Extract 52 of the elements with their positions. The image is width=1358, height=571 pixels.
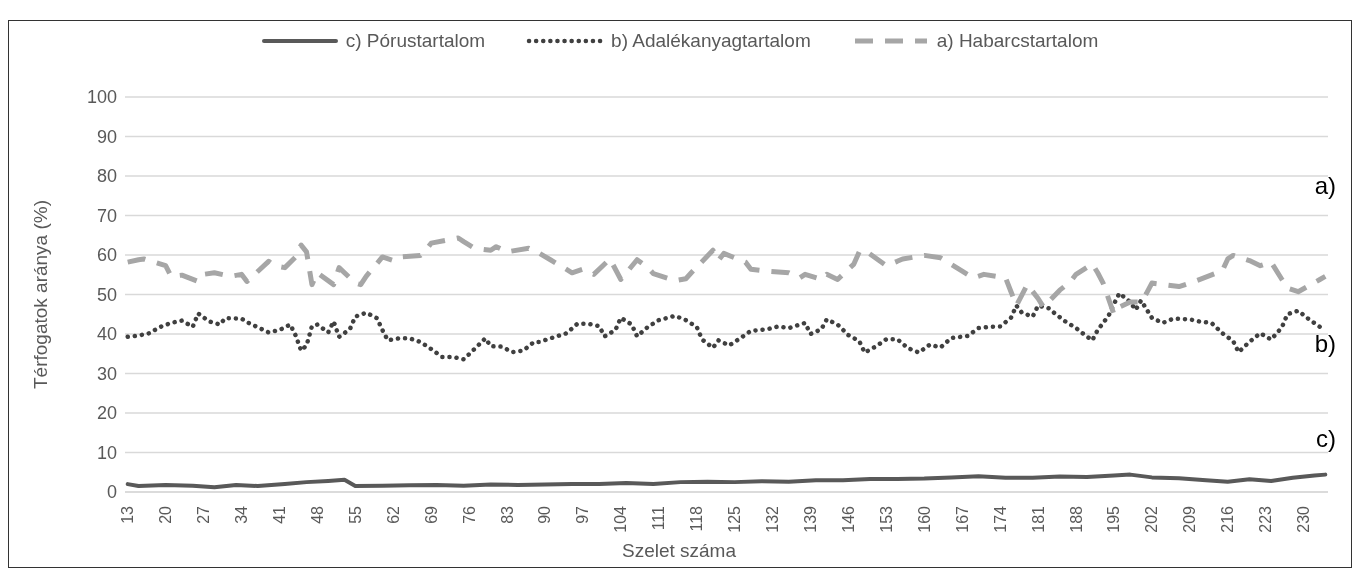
x-tick-label: 111 <box>650 505 668 531</box>
x-tick-label: 132 <box>764 505 782 533</box>
x-tick-label: 202 <box>1143 505 1161 533</box>
y-tick-label: 10 <box>96 442 117 463</box>
legend-label: a) Habarcstartalom <box>936 30 1099 52</box>
x-tick-label: 83 <box>498 505 516 524</box>
line-series <box>125 472 1328 490</box>
annotation: a) <box>1314 172 1336 200</box>
y-tick-label: 30 <box>96 363 117 384</box>
legend-label: b) Adalékanyagtartalom <box>611 30 811 52</box>
x-tick-label: 216 <box>1219 505 1237 533</box>
x-axis-title: Szelet száma <box>620 540 737 562</box>
x-tick-label: 160 <box>915 505 933 533</box>
x-tick-label: 48 <box>308 505 326 524</box>
x-tick-label: 69 <box>422 505 440 524</box>
x-tick-label: 153 <box>877 505 895 533</box>
x-tick-label: 188 <box>1067 505 1085 533</box>
x-tick-label: 34 <box>233 505 251 524</box>
x-tick-label: 230 <box>1295 505 1313 533</box>
x-tick-label: 118 <box>688 505 706 532</box>
x-tick-label: 90 <box>536 505 554 524</box>
y-tick-label: 0 <box>106 482 117 503</box>
y-tick-label: 70 <box>96 205 117 226</box>
x-tick-label: 62 <box>384 505 402 524</box>
x-tick-label: 97 <box>574 505 592 524</box>
y-tick-label: 90 <box>96 126 117 147</box>
x-tick-label: 167 <box>953 505 971 533</box>
x-tick-label: 223 <box>1257 505 1275 533</box>
x-tick-label: 41 <box>270 505 288 524</box>
annotation: c) <box>1316 425 1336 453</box>
y-axis-title: Térfogatok aránya (%) <box>29 199 51 390</box>
y-tick-label: 80 <box>96 166 117 187</box>
x-tick-label: 20 <box>157 505 175 524</box>
x-tick-label: 27 <box>195 505 213 524</box>
x-tick-label: 195 <box>1105 505 1123 533</box>
x-tick-label: 13 <box>119 505 137 524</box>
legend-label: c) Pórustartalom <box>345 30 486 52</box>
x-tick-label: 76 <box>460 505 478 524</box>
x-tick-label: 55 <box>346 505 364 524</box>
y-tick-label: 40 <box>96 324 117 345</box>
x-tick-label: 209 <box>1181 505 1199 533</box>
x-tick-label: 146 <box>839 505 857 533</box>
x-tick-label: 174 <box>991 505 1009 533</box>
y-tick-label: 60 <box>96 245 117 266</box>
x-tick-label: 181 <box>1029 505 1047 533</box>
annotation: b) <box>1314 330 1336 358</box>
x-tick-label: 125 <box>726 505 744 533</box>
x-tick-label: 104 <box>612 505 630 533</box>
y-tick-label: 100 <box>86 87 117 108</box>
y-tick-label: 50 <box>96 284 117 305</box>
y-tick-label: 20 <box>96 403 117 424</box>
x-tick-label: 139 <box>801 505 819 533</box>
